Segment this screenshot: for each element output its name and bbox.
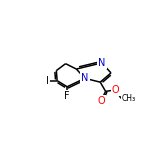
Text: O: O [97,96,105,106]
Text: N: N [98,58,105,68]
Text: N: N [81,73,88,83]
Text: I: I [46,76,48,86]
Text: O: O [112,85,119,95]
Text: CH₃: CH₃ [122,94,136,103]
Text: F: F [64,91,70,101]
